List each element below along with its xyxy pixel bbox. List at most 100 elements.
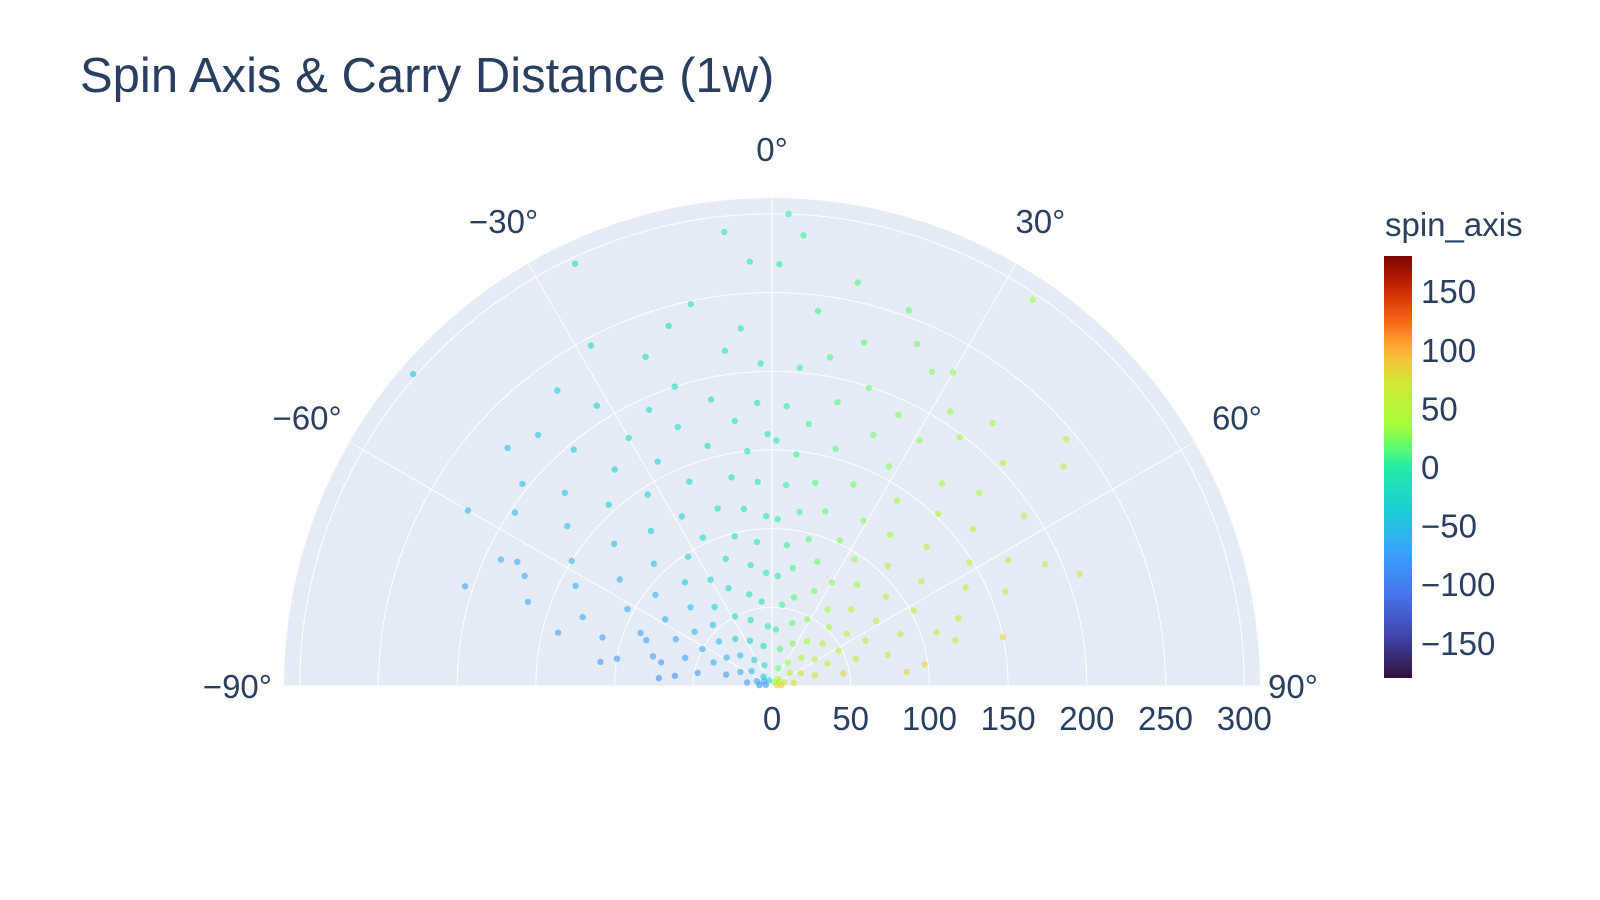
radial-tick-label: 200 <box>1059 700 1114 737</box>
scatter-point <box>789 565 796 572</box>
scatter-point <box>757 360 764 367</box>
scatter-point <box>828 579 835 586</box>
scatter-point <box>918 578 925 585</box>
radial-tick-label: 100 <box>902 700 957 737</box>
scatter-point <box>783 541 790 549</box>
scatter-point <box>645 406 653 414</box>
scatter-point <box>410 370 417 378</box>
angular-tick-label: 0° <box>756 131 788 168</box>
scatter-point <box>836 537 844 544</box>
scatter-point <box>709 621 717 629</box>
scatter-point <box>790 594 798 601</box>
scatter-point <box>812 479 819 486</box>
scatter-point <box>903 668 910 675</box>
scatter-point <box>743 679 751 686</box>
scatter-point <box>758 598 765 605</box>
scatter-point <box>969 525 977 533</box>
scatter-point <box>593 402 600 409</box>
scatter-point <box>805 536 812 543</box>
scatter-point <box>715 638 723 645</box>
angular-grid-line <box>771 441 1195 687</box>
scatter-point <box>803 638 811 645</box>
scatter-point <box>785 210 792 218</box>
scatter-point <box>616 576 623 583</box>
scatter-point <box>897 630 904 638</box>
scatter-point <box>848 606 855 613</box>
scatter-point <box>773 437 780 444</box>
scatter-point <box>714 505 721 512</box>
scatter-point <box>947 408 954 415</box>
colorbar-tick-label: 0 <box>1421 449 1439 486</box>
scatter-point <box>885 463 892 470</box>
colorbar-tick-label: −100 <box>1421 566 1495 603</box>
scatter-point <box>642 353 649 360</box>
polar-grid <box>284 198 1260 687</box>
scatter-point <box>811 672 818 679</box>
scatter-point <box>921 661 928 668</box>
colorbar-tick-label: 150 <box>1421 273 1476 310</box>
scatter-point <box>564 522 571 530</box>
scatter-point <box>854 279 861 286</box>
scatter-point <box>796 364 804 371</box>
scatter-point <box>579 613 586 621</box>
scatter-point <box>928 368 936 375</box>
scatter-point <box>570 446 577 453</box>
scatter-point <box>748 668 755 675</box>
scatter-point <box>613 655 621 662</box>
scatter-point <box>684 553 692 560</box>
scatter-point <box>852 655 859 662</box>
scatter-point <box>773 682 780 689</box>
scatter-point <box>687 604 694 611</box>
scatter-point <box>824 660 831 667</box>
scatter-point <box>754 399 761 407</box>
scatter-point <box>754 478 761 486</box>
scatter-point <box>884 651 891 659</box>
scatter-point <box>707 396 715 403</box>
scatter-point <box>571 260 579 267</box>
scatter-point <box>725 585 732 592</box>
scatter-point <box>746 591 753 598</box>
scatter-point <box>687 300 694 308</box>
scatter-point <box>678 513 685 520</box>
scatter-point <box>962 584 969 591</box>
scatter-point <box>555 629 562 636</box>
scatter-point <box>796 508 803 516</box>
scatter-point <box>572 582 579 590</box>
colorbar-tick-label: 50 <box>1421 390 1458 427</box>
scatter-point <box>805 420 812 428</box>
scatter-point <box>662 616 669 623</box>
scatter-point <box>751 656 758 664</box>
scatter-point <box>804 616 811 623</box>
scatter-point <box>843 630 850 637</box>
scatter-point <box>681 579 689 586</box>
angular-tick-label: 90° <box>1268 668 1318 705</box>
angular-tick-label: −30° <box>469 203 538 240</box>
scatter-point <box>762 512 770 520</box>
scatter-point <box>728 474 735 481</box>
scatter-point <box>762 681 769 689</box>
scatter-points <box>410 210 1083 689</box>
scatter-point <box>935 510 942 518</box>
scatter-point <box>1063 435 1070 443</box>
scatter-point <box>721 228 728 236</box>
scatter-point <box>643 637 650 644</box>
scatter-point <box>721 347 729 354</box>
scatter-point <box>793 451 800 458</box>
scatter-point <box>1029 296 1036 303</box>
scatter-point <box>893 497 901 504</box>
scatter-point <box>554 387 561 394</box>
scatter-point <box>784 659 791 666</box>
colorbar-tick-label: −150 <box>1421 625 1495 662</box>
scatter-point <box>731 613 739 620</box>
scatter-point <box>691 628 698 635</box>
scatter-point <box>514 558 521 565</box>
scatter-point <box>610 540 618 547</box>
scatter-point <box>938 480 946 487</box>
scatter-point <box>674 423 681 431</box>
scatter-point <box>882 593 890 600</box>
scatter-point <box>644 491 651 498</box>
scatter-point <box>910 607 917 614</box>
scatter-point <box>753 538 761 546</box>
scatter-point <box>504 444 511 452</box>
